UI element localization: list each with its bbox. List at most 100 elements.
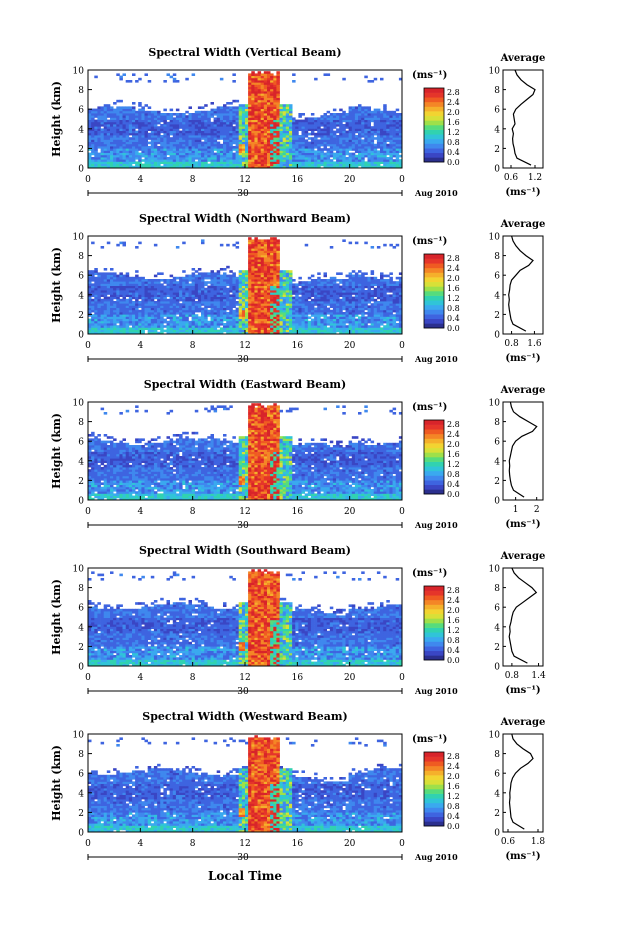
heatmap-cell	[282, 128, 287, 131]
heatmap-cell	[373, 165, 378, 169]
heatmap-cell	[238, 323, 243, 326]
heatmap-cell	[289, 316, 293, 319]
heatmap-cell	[166, 307, 170, 311]
heatmap-cell	[285, 130, 290, 134]
heatmap-cell	[122, 316, 126, 319]
heatmap-cell	[373, 323, 378, 326]
heatmap-cell	[91, 108, 95, 112]
heatmap-cell	[235, 130, 240, 134]
heatmap-cell	[125, 130, 130, 134]
heatmap-cell	[389, 163, 393, 167]
heatmap-cell	[339, 119, 343, 123]
heatmap-cell	[106, 301, 111, 304]
heatmap-cell	[157, 137, 161, 140]
heatmap-cell	[94, 309, 98, 313]
heatmap-cell	[329, 165, 334, 169]
heatmap-cell	[213, 154, 218, 158]
heatmap-cell	[314, 126, 318, 129]
heatmap-cell	[163, 165, 167, 169]
heatmap-cell	[188, 115, 192, 118]
heatmap-cell	[295, 119, 299, 123]
heatmap-cell	[279, 316, 283, 319]
heatmap-cell	[257, 318, 262, 322]
heatmap-cell	[141, 307, 145, 311]
heatmap-cell	[185, 312, 189, 315]
heatmap-cell	[97, 325, 101, 328]
heatmap-cell	[345, 124, 349, 127]
heatmap-cell	[188, 148, 192, 151]
heatmap-cell	[128, 106, 133, 109]
heatmap-cell	[314, 325, 318, 328]
heatmap-cell	[298, 161, 302, 164]
heatmap-cell	[91, 314, 95, 317]
heatmap-cell	[285, 121, 290, 125]
heatmap-cell	[110, 161, 114, 164]
heatmap-cell	[235, 141, 240, 145]
heatmap-cell	[153, 152, 158, 156]
heatmap-cell	[201, 141, 205, 145]
heatmap-cell	[257, 99, 262, 103]
heatmap-cell	[273, 95, 277, 98]
heatmap-cell	[122, 323, 126, 326]
heatmap-cell	[160, 307, 164, 311]
heatmap-cell	[197, 143, 202, 147]
heatmap-cell	[386, 305, 390, 308]
heatmap-cell	[257, 323, 262, 326]
heatmap-cell	[128, 163, 133, 167]
heatmap-cell	[88, 117, 92, 120]
heatmap-cell	[204, 312, 208, 315]
x-tick-label: 0	[85, 175, 91, 185]
heatmap-cell	[160, 323, 164, 326]
heatmap-cell	[182, 331, 186, 335]
heatmap-cell	[94, 154, 98, 158]
heatmap-cell	[226, 312, 230, 315]
heatmap-cell	[276, 307, 280, 311]
heatmap-cell	[135, 318, 139, 322]
heatmap-cell	[342, 320, 346, 324]
heatmap-cell	[119, 152, 123, 156]
heatmap-cell	[207, 110, 211, 114]
heatmap-cell	[367, 314, 371, 317]
heatmap-cell	[307, 323, 312, 326]
heatmap-cell	[216, 165, 221, 169]
heatmap-cell	[367, 141, 371, 145]
heatmap-cell	[128, 143, 133, 147]
heatmap-cell	[295, 327, 299, 330]
heatmap-cell	[310, 331, 315, 335]
heatmap-cell	[307, 159, 312, 162]
heatmap-cell	[103, 154, 108, 158]
heatmap-cell	[185, 137, 189, 140]
heatmap-cell	[323, 305, 327, 308]
heatmap-cell	[210, 113, 214, 116]
heatmap-cell	[125, 121, 130, 125]
heatmap-cell	[125, 318, 130, 322]
heatmap-cell	[147, 318, 152, 322]
heatmap-cell	[298, 148, 302, 151]
heatmap-cell	[260, 102, 265, 105]
heatmap-cell	[336, 161, 340, 164]
heatmap-cell	[320, 323, 324, 326]
heatmap-cell	[185, 303, 189, 306]
heatmap-cell	[147, 316, 152, 319]
heatmap-cell	[245, 148, 249, 151]
heatmap-cell	[304, 327, 309, 330]
heatmap-cell	[267, 88, 271, 92]
heatmap-cell	[383, 141, 387, 145]
heatmap-cell	[216, 161, 221, 164]
heatmap-cell	[279, 320, 283, 324]
heatmap-cell	[132, 329, 136, 333]
heatmap-cell	[241, 132, 246, 136]
heatmap-cell	[172, 143, 177, 147]
heatmap-cell	[260, 132, 265, 136]
heatmap-cell	[263, 141, 268, 145]
heatmap-cell	[314, 143, 318, 147]
heatmap-cell	[345, 139, 349, 142]
heatmap-cell	[336, 307, 340, 311]
heatmap-cell	[88, 312, 92, 315]
heatmap-cell	[216, 146, 221, 149]
heatmap-cell	[207, 331, 211, 335]
colorbar-swatch	[424, 125, 444, 130]
heatmap-cell	[229, 121, 233, 125]
heatmap-cell	[163, 320, 167, 324]
heatmap-cell	[298, 165, 302, 169]
